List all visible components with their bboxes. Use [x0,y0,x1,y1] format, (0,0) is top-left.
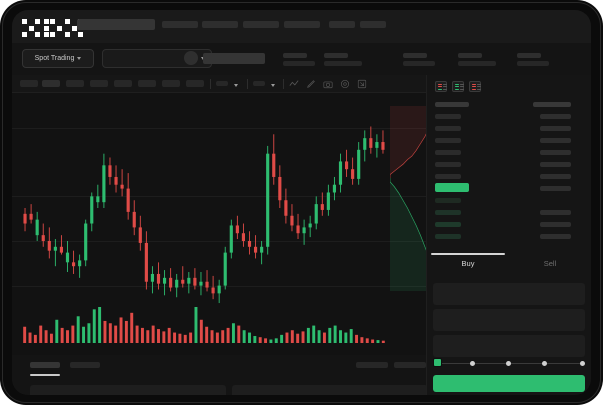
stat-last-price-value [283,61,315,66]
slider-stop-75[interactable] [542,360,547,366]
chart-gridline [12,241,426,242]
chart-gridline [12,196,426,197]
slider-stop-25[interactable] [470,360,475,366]
nav-item-2[interactable] [202,21,238,28]
orderbook-mode-both-icon[interactable] [435,81,447,92]
chart-type-candlestick-icon[interactable] [216,81,228,86]
tab-open-orders[interactable] [30,362,60,368]
bottom-panel-left[interactable] [30,385,226,395]
interval-5m[interactable] [42,80,60,87]
chevron-down-icon [77,57,82,60]
slider-handle[interactable] [433,358,442,367]
price-field[interactable] [433,283,585,305]
orderbook-header-left [435,102,469,107]
stat-low-value [458,61,496,66]
tab-order-history[interactable] [70,362,100,368]
line-chart-icon[interactable] [289,79,299,89]
nav-item-6[interactable] [360,21,386,28]
bottom-action-1[interactable] [356,362,388,368]
interval-4h[interactable] [114,80,132,87]
interval-1w[interactable] [162,80,180,87]
orderbook-price-cell [540,222,571,227]
market-subheader: Spot Trading [12,43,591,75]
tab-buy-underline [431,253,505,255]
orderbook-bid-row[interactable] [435,210,461,215]
orderbook-mode-asks-icon[interactable] [469,81,481,92]
market-type-label: Spot Trading [34,55,75,62]
fullscreen-icon[interactable] [357,79,367,89]
orders-panel [12,355,428,395]
orderbook-mode-bids-icon[interactable] [452,81,464,92]
bottom-action-2[interactable] [394,362,426,368]
slider-stop-100[interactable] [580,360,585,366]
stat-low-label [458,53,482,58]
okx-logo[interactable]: OKX [22,19,83,37]
tab-buy[interactable]: Buy [461,259,475,268]
orderbook-ask-row[interactable] [435,114,461,119]
nav-item-3[interactable] [243,21,279,28]
orderbook-mid-price-highlight [435,183,469,192]
order-book-and-form-panel: Buy Sell [426,75,591,395]
orderbook-bid-row[interactable] [435,198,461,203]
total-field[interactable] [433,335,585,357]
chart-gridline [12,128,426,129]
interval-1d[interactable] [138,80,156,87]
orderbook-price-cell [540,174,571,179]
nav-item-1[interactable] [162,21,198,28]
interval-1h[interactable] [90,80,108,87]
orderbook-ask-row[interactable] [435,162,461,167]
interval-15m[interactable] [66,80,84,87]
stat-high-label [403,53,427,58]
indicators-icon[interactable] [253,81,265,86]
stat-change-value [324,61,362,66]
app-screen: OKX Spot Trading [12,10,591,395]
stat-last-price-label [283,53,307,58]
candlestick-series [23,126,385,304]
orderbook-price-cell [540,138,571,143]
nav-item-4[interactable] [284,21,320,28]
orderbook-price-cell [540,234,571,239]
submit-buy-button[interactable] [433,375,585,392]
orderbook-ask-row[interactable] [435,126,461,131]
nav-item-5[interactable] [329,21,355,28]
orderbook-bid-row[interactable] [435,222,461,227]
camera-icon[interactable] [323,79,333,89]
interval-more[interactable] [186,80,204,87]
orderbook-ask-row[interactable] [435,138,461,143]
orderbook-price-cell [540,186,571,191]
price-chart[interactable] [12,93,438,355]
orderbook-price-cell [540,114,571,119]
pencil-icon[interactable] [306,79,316,89]
orderbook-price-cell [540,162,571,167]
market-type-dropdown[interactable]: Spot Trading [22,49,94,68]
stat-volume-value [517,61,549,66]
coin-avatar [184,51,198,65]
orderbook-price-cell [540,210,571,215]
top-navigation-bar: OKX [12,10,591,43]
tab-sell[interactable]: Sell [543,259,557,268]
interval-1m[interactable] [20,80,38,87]
amount-field[interactable] [433,309,585,331]
search-input[interactable] [77,19,155,30]
orderbook-ask-row[interactable] [435,174,461,179]
pair-name-skeleton [203,53,265,64]
orderbook-price-cell [540,150,571,155]
chevron-down-icon[interactable] [271,84,275,87]
chevron-down-icon[interactable] [234,84,238,87]
slider-stop-50[interactable] [506,360,511,366]
orderbook-ask-row[interactable] [435,150,461,155]
stat-high-value [403,61,435,66]
orderbook-price-cell [540,126,571,131]
stat-change-label [324,53,348,58]
volume-series [23,307,385,343]
tab-open-orders-underline [30,374,60,376]
settings-icon[interactable] [340,79,350,89]
orderbook-header-right [533,102,571,107]
stat-volume-label [517,53,541,58]
bottom-panel-right[interactable] [232,385,428,395]
order-form-tabs: Buy Sell [427,253,591,277]
orderbook-bid-row[interactable] [435,234,461,239]
